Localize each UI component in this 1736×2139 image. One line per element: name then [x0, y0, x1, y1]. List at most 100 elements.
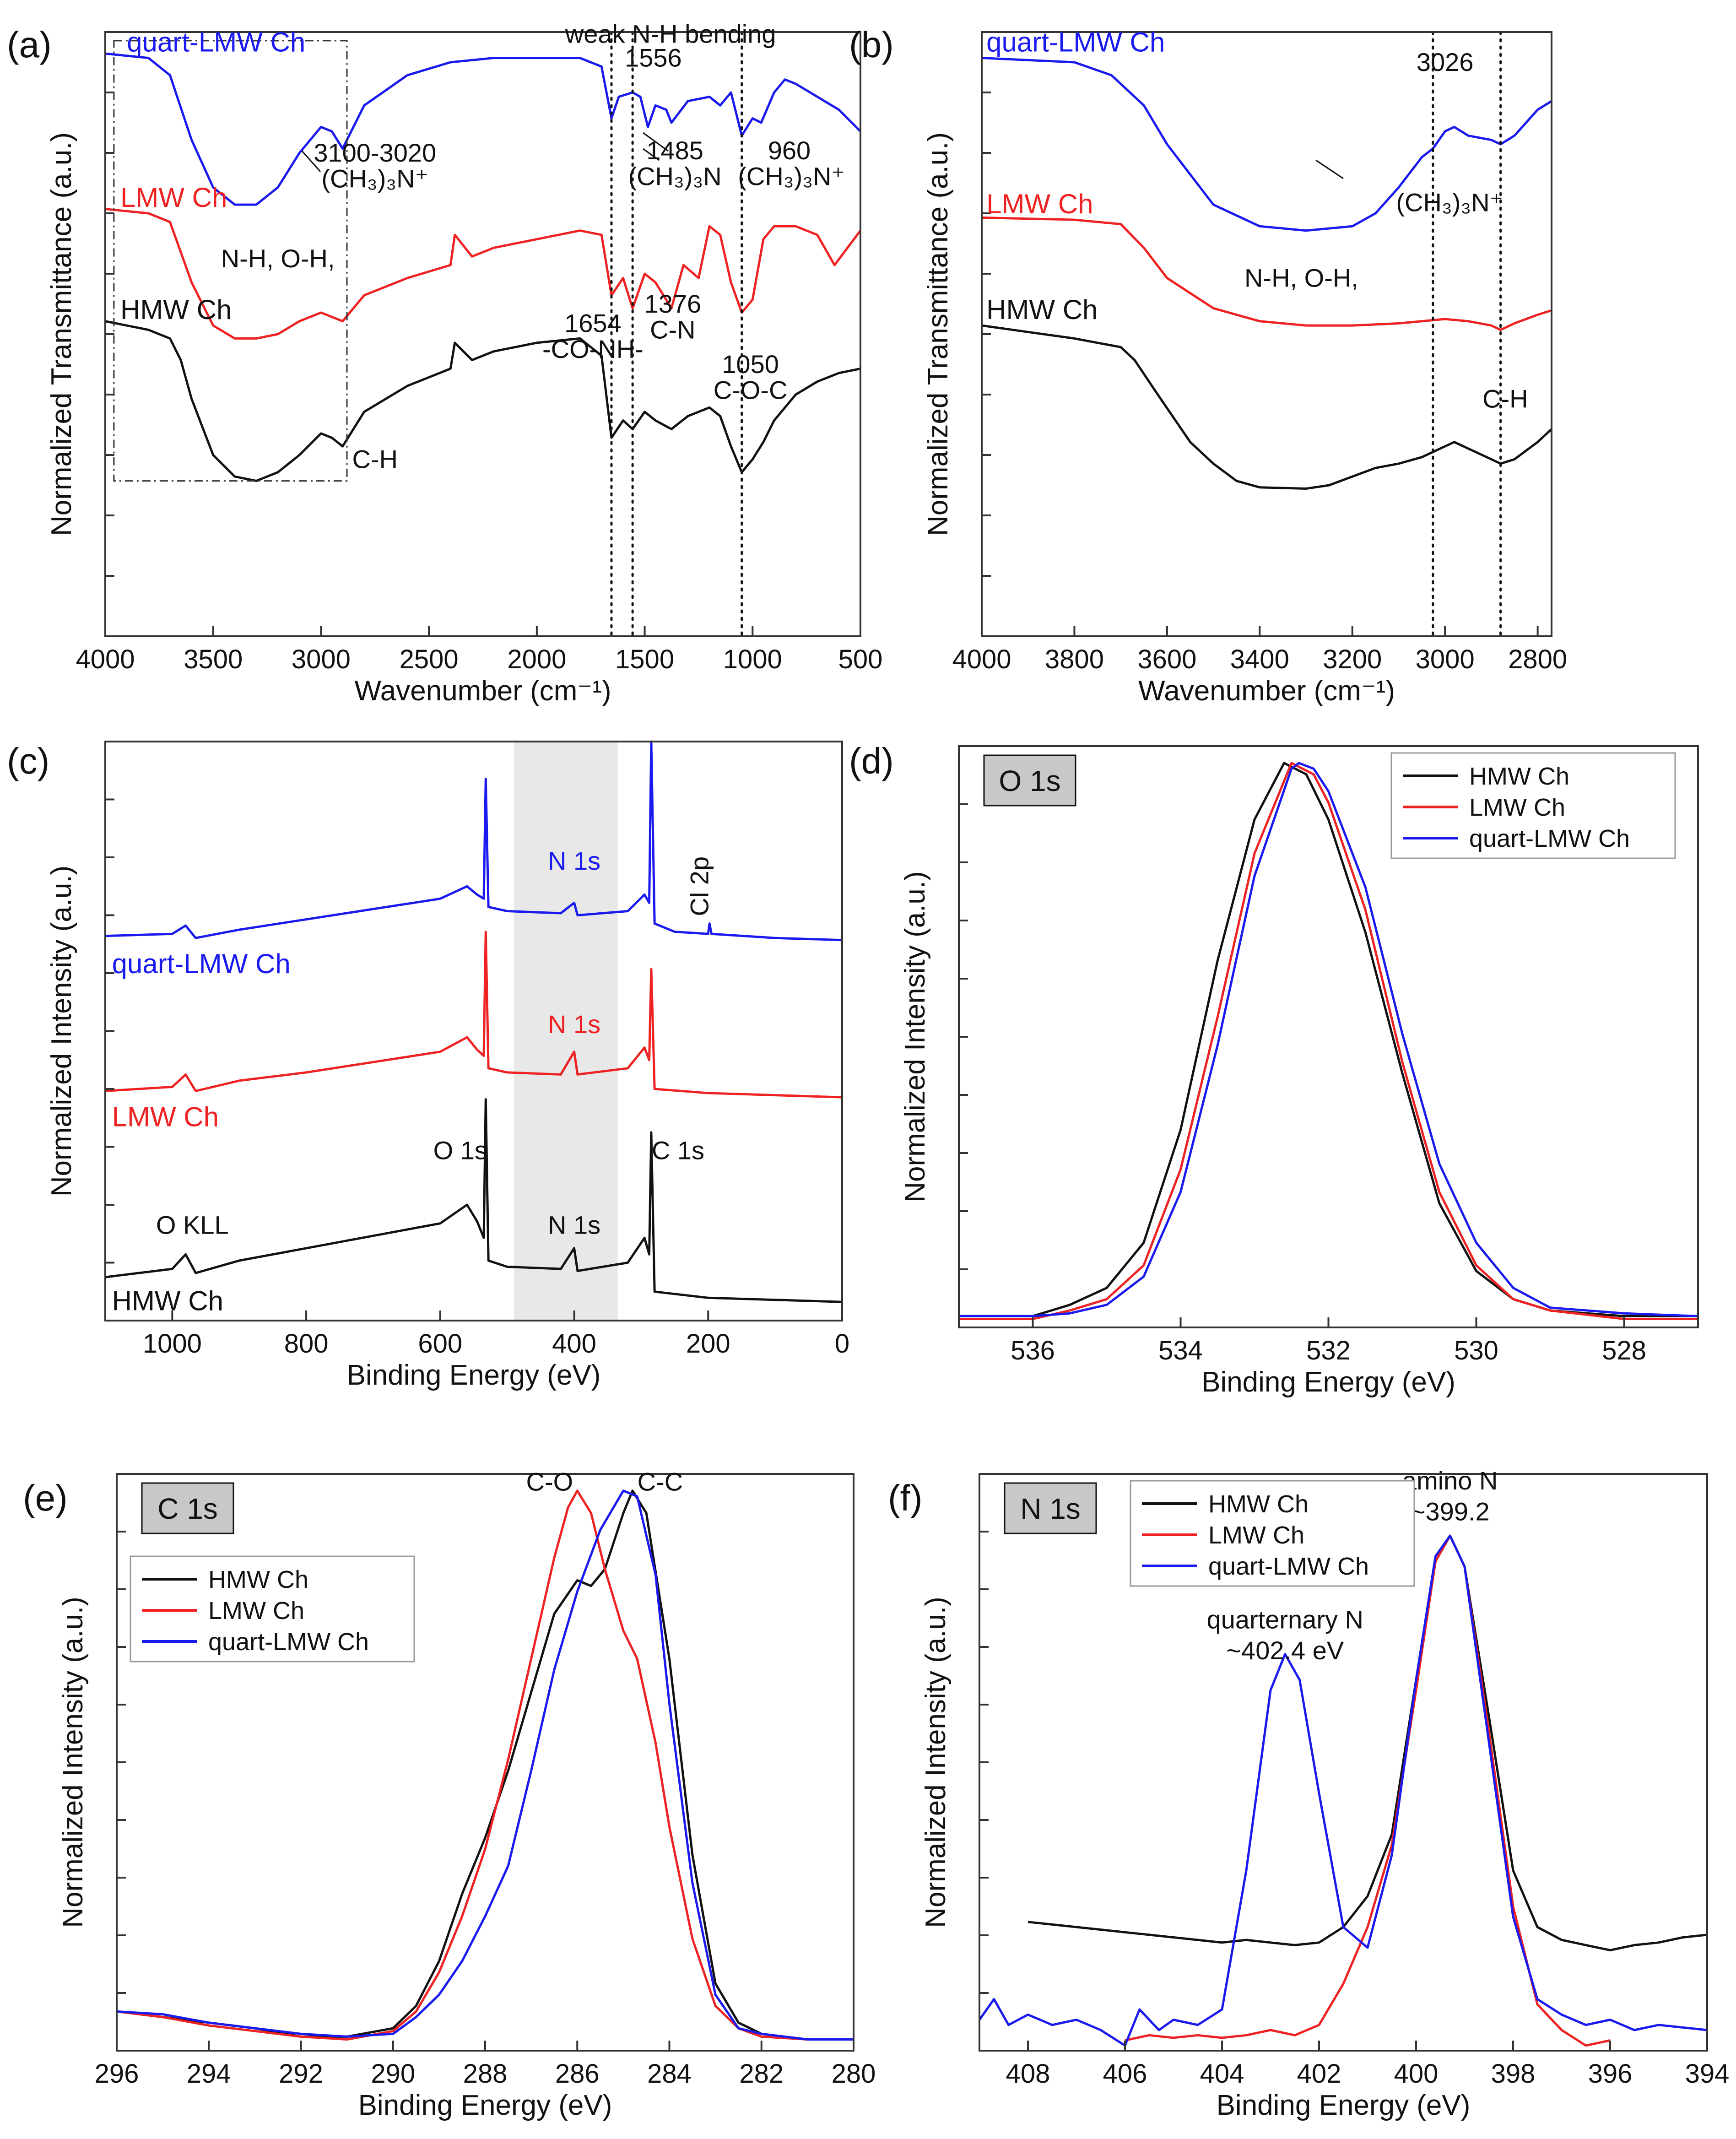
spectrum-badge-label: O 1s: [999, 764, 1060, 797]
x-tick-label: 3800: [1045, 644, 1104, 674]
annotation: quarternary N: [1207, 1605, 1363, 1634]
annotation: ~399.2: [1411, 1497, 1490, 1526]
annotation: N 1s: [548, 846, 600, 875]
x-tick-label: 2000: [507, 644, 566, 674]
series-label: LMW Ch: [986, 189, 1093, 219]
annotation-arrow: [643, 148, 660, 161]
x-tick-label: 402: [1297, 2059, 1341, 2089]
series-label: quart-LMW Ch: [112, 948, 291, 979]
x-tick-label: 408: [1006, 2059, 1050, 2089]
x-tick-label: 398: [1491, 2059, 1536, 2089]
panel-d: (d) 536 534 532 530 528 Binding Energy (eV) Nor…: [849, 741, 1699, 1398]
annotation: 1376: [644, 289, 702, 318]
x-tick-label: 296: [95, 2059, 139, 2089]
x-tick-label: 290: [371, 2059, 415, 2089]
y-axis-title: Normalized Transmittance (a.u.): [922, 132, 954, 536]
x-tick-label: 406: [1103, 2059, 1147, 2089]
annotation: (CH₃)₃N⁺: [1396, 188, 1503, 217]
x-axis-title: Binding Energy (eV): [358, 2090, 612, 2121]
x-tick-label: 2800: [1508, 644, 1567, 674]
series-label: HMW Ch: [112, 1285, 223, 1316]
annotation: N-H, O-H,: [221, 244, 335, 273]
x-tick-label: 3500: [184, 644, 243, 674]
y-axis-title: Normalized Transmittance (a.u.): [46, 132, 77, 536]
x-axis-title: Binding Energy (eV): [347, 1359, 601, 1391]
highlight-box: [113, 40, 348, 482]
x-tick-label: 530: [1454, 1336, 1498, 1365]
annotation: 3100-3020: [314, 138, 436, 167]
x-tick-label: 536: [1011, 1336, 1055, 1365]
annotation: C-N: [650, 315, 696, 344]
series-label: HMW Ch: [986, 294, 1098, 325]
x-tick-label: 200: [686, 1329, 730, 1359]
annotation: 3026: [1417, 48, 1474, 76]
series-label: HMW Ch: [120, 294, 232, 325]
annotation-arrow: [1315, 159, 1344, 179]
panel-label: (e): [23, 1478, 68, 1518]
legend-entry: HMW Ch: [1208, 1490, 1309, 1518]
annotation: ~402.4 eV: [1226, 1636, 1344, 1665]
x-tick-label: 534: [1158, 1336, 1203, 1365]
panel-label: (d): [849, 741, 894, 781]
annotation: weak N-H bending: [565, 20, 776, 49]
series-line-lmw-ch: [105, 208, 860, 340]
plot-frame: [104, 31, 861, 637]
series-line-hmw-ch: [982, 324, 1552, 490]
legend-entry: LMW Ch: [1469, 794, 1565, 821]
series-label: quart-LMW Ch: [986, 27, 1165, 57]
series-line-hmw-ch: [105, 320, 860, 482]
legend-entry: quart-LMW Ch: [1469, 825, 1630, 852]
x-tick-label: 528: [1602, 1336, 1646, 1365]
spectrum-badge-label: C 1s: [157, 1492, 218, 1525]
x-tick-label: 800: [284, 1329, 329, 1359]
x-tick-label: 400: [552, 1329, 596, 1359]
x-tick-label: 600: [418, 1329, 462, 1359]
panel-label: (a): [7, 24, 52, 65]
annotation: 1050: [722, 350, 779, 379]
x-tick-label: 288: [463, 2059, 508, 2089]
legend-entry: LMW Ch: [1208, 1522, 1304, 1549]
spectrum-badge: [983, 754, 1076, 807]
panel-label: (f): [888, 1478, 923, 1518]
legend-entry: HMW Ch: [1469, 763, 1569, 790]
series-line-quart-lmw-ch: [105, 740, 842, 942]
annotation: (CH₃)₃N: [628, 162, 721, 191]
annotation-arrow: [643, 132, 669, 152]
annotation: Cl 2p: [685, 856, 714, 916]
series-line-lmw-ch: [1125, 1534, 1611, 2047]
x-axis-title: Wavenumber (cm⁻¹): [1138, 675, 1395, 707]
x-tick-label: 1000: [723, 644, 782, 674]
x-tick-label: 3000: [1416, 644, 1475, 674]
spectrum-badge: [1004, 1482, 1097, 1534]
x-tick-label: 286: [555, 2059, 600, 2089]
series-label: quart-LMW Ch: [127, 27, 305, 57]
x-tick-label: 394: [1685, 2059, 1730, 2089]
x-tick-label: 404: [1200, 2059, 1244, 2089]
series-line-lmw-ch: [959, 762, 1698, 1320]
x-tick-label: 4000: [76, 644, 135, 674]
annotation: O 1s: [433, 1136, 487, 1165]
series-line-quart-lmw-ch: [105, 52, 860, 206]
x-tick-label: 4000: [952, 644, 1011, 674]
annotation: 1556: [625, 43, 682, 72]
y-axis-title: Normalized Intensity (a.u.): [899, 871, 931, 1202]
x-tick-label: 400: [1394, 2059, 1439, 2089]
y-axis-title: Normalized Intensity (a.u.): [57, 1597, 89, 1928]
annotation-arrow: [301, 151, 321, 172]
x-tick-label: 284: [647, 2059, 692, 2089]
panel-label: (b): [849, 24, 894, 65]
annotation: 1485: [646, 136, 703, 165]
x-tick-label: 396: [1588, 2059, 1633, 2089]
series-line-lmw-ch: [117, 1489, 854, 2041]
annotation: amino N: [1402, 1466, 1498, 1495]
panel-c: (c) 1000 800 600 400 200 0 Binding Energy (eV) N…: [7, 740, 849, 1391]
series-label: LMW Ch: [112, 1101, 219, 1132]
annotation: -CO-NH-: [542, 335, 644, 363]
panel-b: (b) 4000 3800 3600 3400 3200 3000 2800 Wavenumbe…: [849, 24, 1567, 707]
annotation: N 1s: [548, 1010, 600, 1039]
series-line-quart-lmw-ch: [979, 1534, 1707, 2047]
annotation: C 1s: [652, 1136, 704, 1165]
annotation: C-C: [638, 1468, 683, 1496]
plot-frame: [981, 31, 1552, 637]
